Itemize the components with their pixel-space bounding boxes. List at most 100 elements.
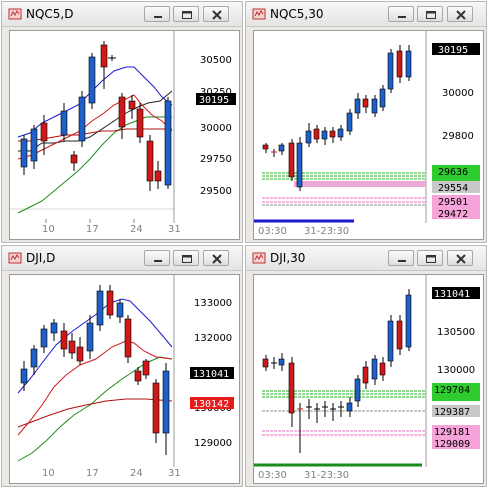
window-titlebar[interactable]: NQC5,D — [2, 2, 242, 27]
candle — [152, 379, 160, 443]
x-axis-label: 10 — [42, 468, 55, 479]
candle — [30, 345, 38, 375]
chart-window-nqc5-30min: NQC5,30 — [245, 1, 487, 243]
candle — [346, 109, 353, 135]
maximize-button[interactable] — [417, 250, 443, 266]
minimize-icon — [154, 260, 162, 262]
window-titlebar[interactable]: DJI,30 — [246, 246, 486, 271]
candle — [387, 49, 394, 93]
candle — [40, 325, 48, 353]
y-axis-label: 30000 — [442, 88, 474, 99]
candle — [288, 357, 295, 427]
candle — [337, 125, 344, 141]
support-price-tag-strip — [432, 395, 480, 401]
candle — [278, 143, 285, 155]
zone-price-text: 29554 — [438, 183, 468, 194]
moving-average-red — [17, 94, 173, 160]
window-titlebar[interactable]: NQC5,30 — [246, 2, 486, 27]
maximize-icon — [182, 11, 192, 19]
candle — [20, 361, 28, 391]
x-axis-label: 31-23:30 — [304, 226, 349, 237]
support-price-text: 29636 — [438, 167, 468, 178]
candle — [396, 315, 403, 355]
candle — [78, 91, 86, 147]
support-price-text: 129704 — [434, 385, 470, 396]
ma-price-tag — [190, 397, 234, 409]
candle — [88, 53, 96, 109]
last-price-text: 30195 — [438, 45, 468, 56]
minimize-button[interactable] — [144, 250, 170, 266]
x-axis-label: 31-23:30 — [304, 470, 349, 481]
moving-average-green — [17, 116, 172, 214]
minimize-button[interactable] — [388, 6, 414, 22]
candle — [100, 41, 108, 89]
zone-price-tag — [432, 181, 480, 193]
close-icon — [456, 254, 466, 264]
level-price-tag — [432, 405, 480, 417]
y-axis-label: 29750 — [200, 154, 232, 165]
candle — [50, 319, 58, 341]
close-button[interactable] — [447, 6, 473, 22]
chart-app-icon — [252, 252, 266, 264]
chart-app-icon — [252, 8, 266, 20]
candle — [262, 355, 269, 371]
pink-zone — [294, 181, 426, 187]
pink-price-tag — [432, 437, 480, 449]
candle — [371, 95, 378, 117]
close-button[interactable] — [203, 250, 229, 266]
window-title: NQC5,30 — [270, 7, 324, 21]
candle — [68, 333, 76, 359]
support-price-tag — [432, 165, 480, 177]
y-axis-label: 132000 — [194, 333, 232, 344]
moving-average-red — [17, 340, 173, 436]
moving-average-darkred — [17, 398, 173, 428]
candle — [362, 361, 369, 389]
chart-svg: 133000 132000 130000 129000 131041 13014… — [17, 275, 234, 479]
close-button[interactable] — [203, 6, 229, 22]
minimize-icon — [398, 16, 406, 18]
maximize-button[interactable] — [417, 6, 443, 22]
candle — [306, 399, 312, 419]
candle — [396, 45, 403, 83]
window-titlebar[interactable]: DJI,D — [2, 246, 242, 271]
candle — [354, 93, 361, 119]
maximize-button[interactable] — [173, 250, 199, 266]
candle — [297, 403, 303, 453]
maximize-button[interactable] — [173, 6, 199, 22]
candle — [106, 285, 114, 319]
price-chart[interactable]: 30000 29800 30195 29636 29554 29501 2947… — [253, 30, 484, 240]
pink-price-text: 129009 — [434, 439, 470, 450]
price-chart[interactable]: 130500 130000 131041 129704 129387 12918… — [253, 274, 484, 484]
y-axis-label: 30250 — [200, 87, 232, 98]
candle — [20, 135, 28, 175]
support-price-tag — [432, 383, 480, 395]
candle — [116, 299, 124, 323]
candle — [96, 285, 104, 331]
minimize-button[interactable] — [388, 250, 414, 266]
x-axis-label: 31 — [168, 224, 181, 235]
candle — [278, 353, 285, 371]
candle — [305, 123, 312, 147]
minimize-icon — [154, 16, 162, 18]
chart-svg: 30000 29800 30195 29636 29554 29501 2947… — [254, 31, 480, 237]
minimize-button[interactable] — [144, 6, 170, 22]
ma-price-text: 130142 — [193, 399, 229, 410]
chart-app-icon — [8, 252, 22, 264]
candle — [40, 115, 48, 155]
candle — [118, 93, 126, 139]
y-axis-label: 30000 — [200, 123, 232, 134]
candle — [262, 143, 269, 153]
y-axis-label: 29800 — [442, 131, 474, 142]
candle — [330, 403, 336, 421]
candle — [362, 95, 369, 113]
candle — [271, 149, 277, 157]
candle — [288, 139, 295, 181]
candle — [134, 367, 142, 385]
candle — [379, 357, 386, 381]
price-chart[interactable]: 30500 30250 30000 29750 29500 30195 10 1… — [9, 30, 240, 240]
close-button[interactable] — [447, 250, 473, 266]
candle — [128, 95, 136, 119]
x-axis-label: 31 — [168, 468, 181, 479]
price-chart[interactable]: 133000 132000 130000 129000 131041 13014… — [9, 274, 240, 484]
candle — [313, 125, 320, 143]
